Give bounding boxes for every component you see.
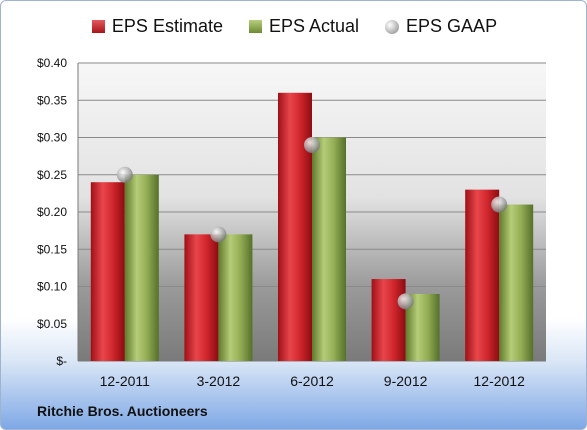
- eps-actual-bar: [312, 137, 346, 361]
- legend-item-eps-gaap: EPS GAAP: [385, 16, 497, 37]
- y-tick-label: $0.25: [37, 168, 67, 182]
- eps-gaap-marker: [210, 226, 227, 243]
- company-name: Ritchie Bros. Auctioneers: [37, 403, 208, 419]
- x-tick-label: 12-2011: [100, 373, 151, 389]
- eps-estimate-bar: [465, 189, 500, 361]
- eps-actual-bar: [124, 174, 159, 361]
- eps-actual-bar: [499, 204, 534, 361]
- eps-gaap-marker: [397, 293, 414, 310]
- eps-estimate-bar: [278, 92, 312, 362]
- y-tick-label: $0.10: [37, 280, 67, 294]
- y-tick-label: $0.30: [37, 131, 67, 145]
- y-tick-label: $0.35: [37, 93, 67, 107]
- y-tick-label: $-: [56, 354, 67, 368]
- y-tick-label: $0.20: [37, 205, 67, 219]
- legend-swatch-eps-gaap: [385, 19, 400, 34]
- eps-gaap-marker: [491, 196, 508, 213]
- legend-item-eps-actual: EPS Actual: [248, 16, 360, 37]
- eps-estimate-bar: [90, 182, 125, 361]
- eps-estimate-bar: [184, 234, 219, 361]
- legend-swatch-eps-actual: [248, 20, 262, 33]
- eps-estimate-bar: [371, 279, 406, 361]
- legend-item-eps-estimate: EPS Estimate: [91, 16, 223, 37]
- eps-actual-bar: [218, 234, 253, 361]
- x-tick-label: 9-2012: [384, 373, 428, 389]
- y-tick-label: $0.05: [37, 317, 67, 331]
- legend: EPS Estimate EPS Actual EPS GAAP: [1, 16, 586, 37]
- chart-svg: $- $0.05 $0.10 $0.15 $0.20 $0.25 $0.30 $0.35 $0.…: [37, 56, 546, 389]
- legend-label-eps-gaap: EPS GAAP: [406, 16, 498, 36]
- legend-label-eps-actual: EPS Actual: [268, 16, 360, 36]
- eps-gaap-marker: [116, 166, 133, 183]
- legend-label-eps-estimate: EPS Estimate: [111, 16, 223, 36]
- y-tick-label: $0.15: [37, 242, 67, 256]
- eps-gaap-marker: [304, 136, 320, 153]
- x-tick-label: 6-2012: [290, 373, 334, 389]
- y-tick-label: $0.40: [37, 56, 67, 70]
- x-tick-label: 3-2012: [197, 373, 241, 389]
- legend-swatch-eps-estimate: [91, 20, 105, 33]
- x-tick-label: 12-2012: [474, 373, 526, 389]
